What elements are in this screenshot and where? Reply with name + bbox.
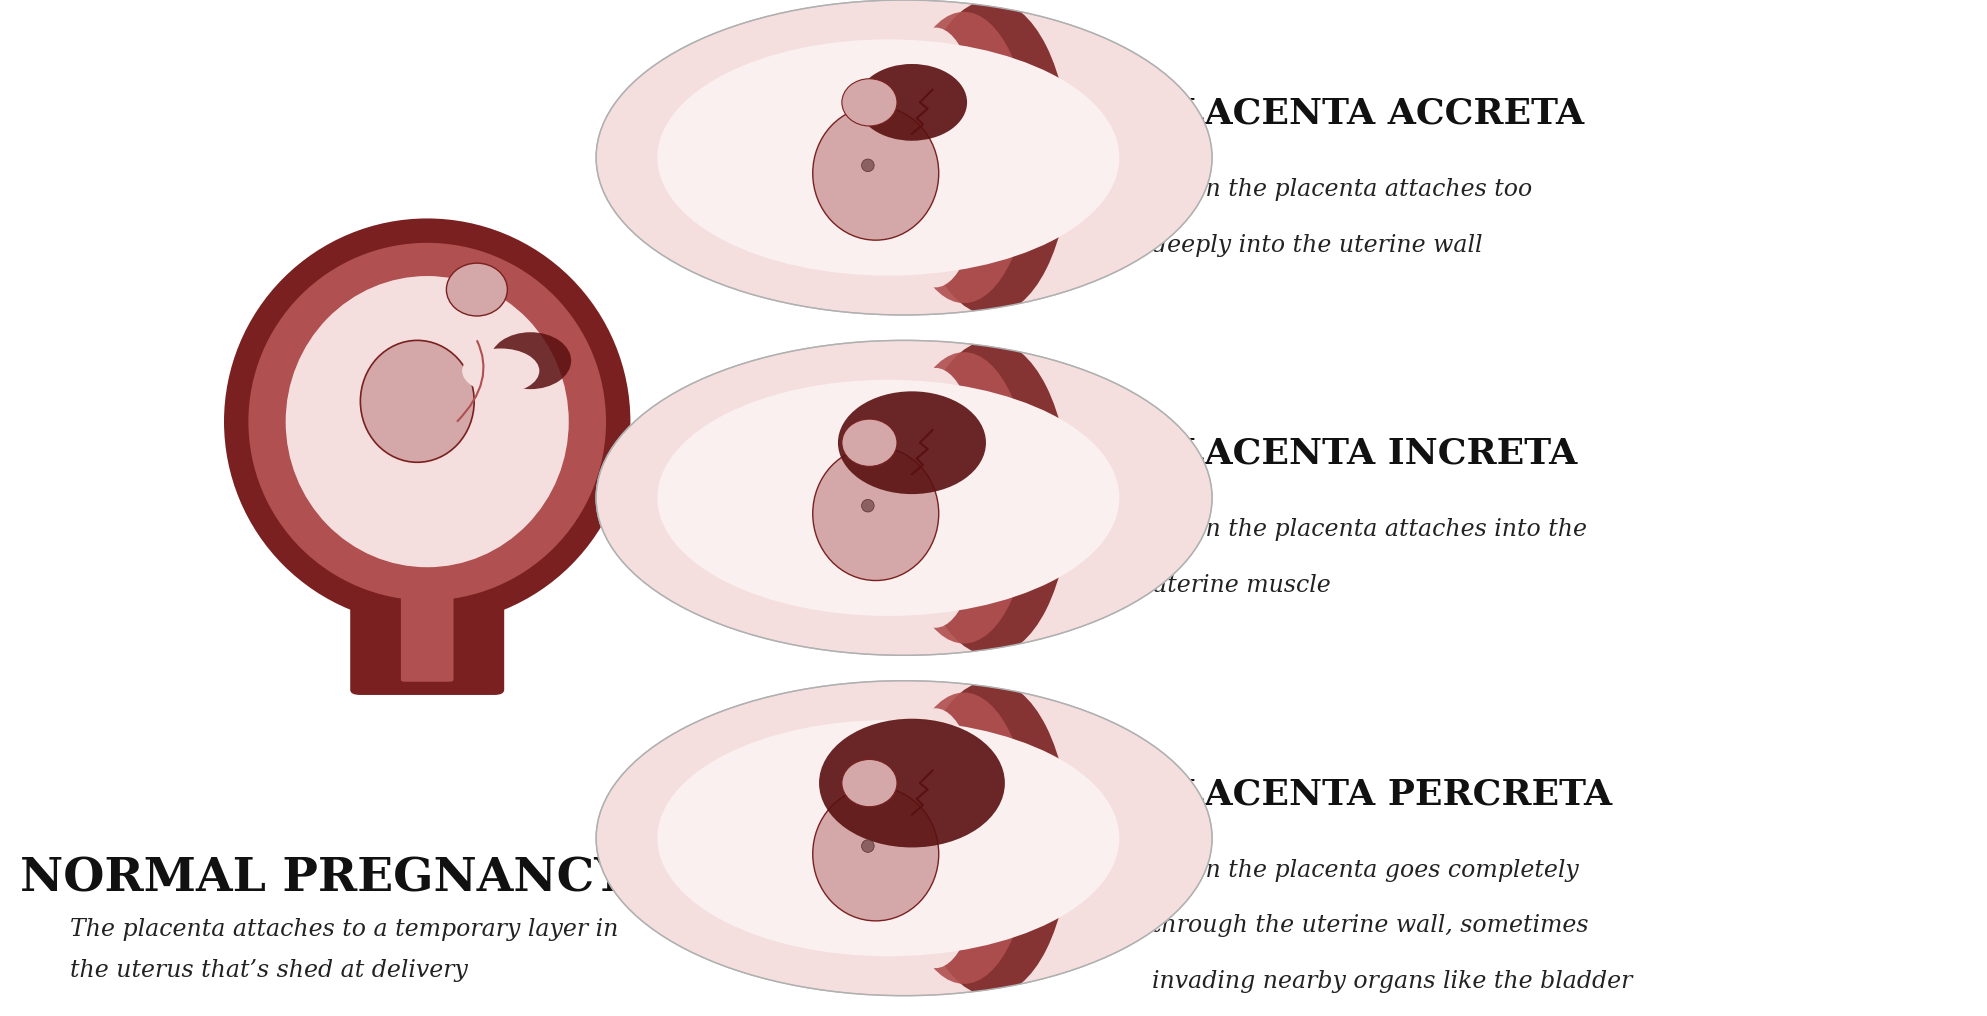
Text: When the placenta goes completely: When the placenta goes completely [1152, 859, 1580, 882]
Ellipse shape [248, 243, 606, 600]
Ellipse shape [225, 218, 630, 625]
Circle shape [596, 681, 1212, 996]
Ellipse shape [819, 718, 1005, 847]
Text: When the placenta attaches too: When the placenta attaches too [1152, 178, 1532, 201]
Ellipse shape [856, 64, 968, 141]
Text: The placenta attaches to a temporary layer in: The placenta attaches to a temporary lay… [70, 918, 618, 941]
Circle shape [596, 0, 1212, 315]
Text: invading nearby organs like the bladder: invading nearby organs like the bladder [1152, 970, 1633, 994]
Ellipse shape [888, 708, 984, 968]
Ellipse shape [912, 340, 1069, 655]
Text: When the placenta attaches into the: When the placenta attaches into the [1152, 518, 1588, 542]
Ellipse shape [896, 693, 1031, 983]
Text: PLACENTA INCRETA: PLACENTA INCRETA [1152, 437, 1578, 470]
Text: PLACENTA ACCRETA: PLACENTA ACCRETA [1152, 97, 1584, 130]
Ellipse shape [912, 0, 1069, 315]
Circle shape [658, 40, 1119, 275]
Text: PLACENTA PERCRETA: PLACENTA PERCRETA [1152, 777, 1613, 811]
Ellipse shape [862, 500, 874, 512]
Ellipse shape [888, 27, 984, 288]
Ellipse shape [447, 263, 507, 316]
Ellipse shape [842, 760, 896, 807]
Circle shape [658, 720, 1119, 956]
Ellipse shape [839, 391, 986, 494]
Ellipse shape [813, 787, 938, 920]
Text: NORMAL PREGNANCY: NORMAL PREGNANCY [20, 855, 628, 902]
Ellipse shape [862, 160, 874, 172]
Ellipse shape [360, 340, 475, 462]
Ellipse shape [491, 332, 570, 389]
Ellipse shape [888, 368, 984, 628]
Ellipse shape [813, 107, 938, 240]
Ellipse shape [284, 275, 570, 568]
Ellipse shape [813, 447, 938, 580]
Circle shape [658, 380, 1119, 616]
Ellipse shape [896, 12, 1031, 303]
Ellipse shape [912, 681, 1069, 996]
Ellipse shape [862, 840, 874, 852]
Text: through the uterine wall, sometimes: through the uterine wall, sometimes [1152, 914, 1590, 938]
FancyBboxPatch shape [350, 553, 505, 695]
Ellipse shape [463, 348, 538, 393]
Ellipse shape [842, 78, 896, 126]
FancyBboxPatch shape [401, 576, 453, 682]
Text: uterine muscle: uterine muscle [1152, 574, 1331, 597]
Text: the uterus that’s shed at delivery: the uterus that’s shed at delivery [70, 959, 467, 981]
Circle shape [596, 340, 1212, 655]
Ellipse shape [896, 353, 1031, 643]
Text: deeply into the uterine wall: deeply into the uterine wall [1152, 234, 1482, 257]
Ellipse shape [842, 419, 896, 466]
